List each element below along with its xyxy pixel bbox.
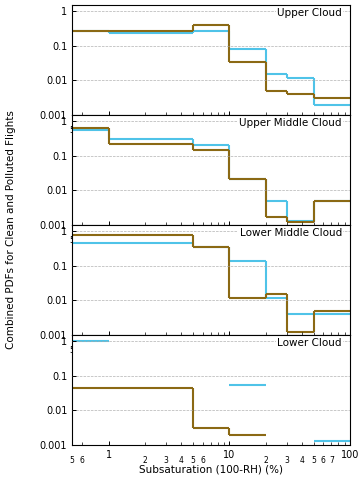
Text: 6: 6 [79, 236, 84, 245]
Text: 3: 3 [284, 456, 290, 465]
Text: 7: 7 [329, 126, 334, 135]
Text: 2: 2 [264, 346, 268, 355]
Text: 2: 2 [143, 346, 147, 355]
Text: 3: 3 [164, 456, 169, 465]
Text: 2: 2 [143, 236, 147, 245]
Text: 6: 6 [200, 346, 205, 355]
Text: 7: 7 [329, 236, 334, 245]
Text: 4: 4 [179, 126, 184, 135]
Text: 6: 6 [200, 236, 205, 245]
Text: 2: 2 [264, 236, 268, 245]
Text: 4: 4 [300, 456, 305, 465]
Text: 5: 5 [312, 456, 316, 465]
Text: 5: 5 [70, 346, 75, 355]
Text: 6: 6 [321, 236, 326, 245]
Text: 5: 5 [70, 456, 75, 465]
Text: 6: 6 [79, 346, 84, 355]
Text: 6: 6 [79, 456, 84, 465]
Text: Combined PDFs for Clean and Polluted Flights: Combined PDFs for Clean and Polluted Fli… [6, 110, 16, 350]
Text: 5: 5 [70, 126, 75, 135]
Text: 4: 4 [300, 236, 305, 245]
Text: 6: 6 [321, 346, 326, 355]
Text: Upper Cloud: Upper Cloud [277, 8, 342, 18]
Text: 2: 2 [143, 126, 147, 135]
Text: Lower Middle Cloud: Lower Middle Cloud [240, 228, 342, 238]
Text: 7: 7 [329, 346, 334, 355]
Text: 2: 2 [264, 456, 268, 465]
Text: 5: 5 [191, 236, 195, 245]
Text: 6: 6 [321, 126, 326, 135]
Text: 3: 3 [284, 346, 290, 355]
Text: 5: 5 [312, 236, 316, 245]
Text: 5: 5 [312, 126, 316, 135]
Text: 6: 6 [79, 126, 84, 135]
Text: 3: 3 [164, 126, 169, 135]
Text: 6: 6 [200, 126, 205, 135]
Text: 5: 5 [191, 126, 195, 135]
Text: 3: 3 [164, 346, 169, 355]
Text: 3: 3 [284, 126, 290, 135]
Text: 4: 4 [300, 346, 305, 355]
Text: 5: 5 [70, 236, 75, 245]
Text: 4: 4 [179, 456, 184, 465]
Text: 2: 2 [143, 456, 147, 465]
Text: 4: 4 [300, 126, 305, 135]
Text: 6: 6 [321, 456, 326, 465]
Text: 5: 5 [312, 346, 316, 355]
Text: 5: 5 [191, 346, 195, 355]
X-axis label: Subsaturation (100-RH) (%): Subsaturation (100-RH) (%) [139, 464, 283, 474]
Text: 6: 6 [200, 456, 205, 465]
Text: 4: 4 [179, 346, 184, 355]
Text: 3: 3 [164, 236, 169, 245]
Text: 3: 3 [284, 236, 290, 245]
Text: 7: 7 [329, 456, 334, 465]
Text: Lower Cloud: Lower Cloud [277, 338, 342, 348]
Text: Upper Middle Cloud: Upper Middle Cloud [239, 118, 342, 128]
Text: 4: 4 [179, 236, 184, 245]
Text: 5: 5 [191, 456, 195, 465]
Text: 2: 2 [264, 126, 268, 135]
